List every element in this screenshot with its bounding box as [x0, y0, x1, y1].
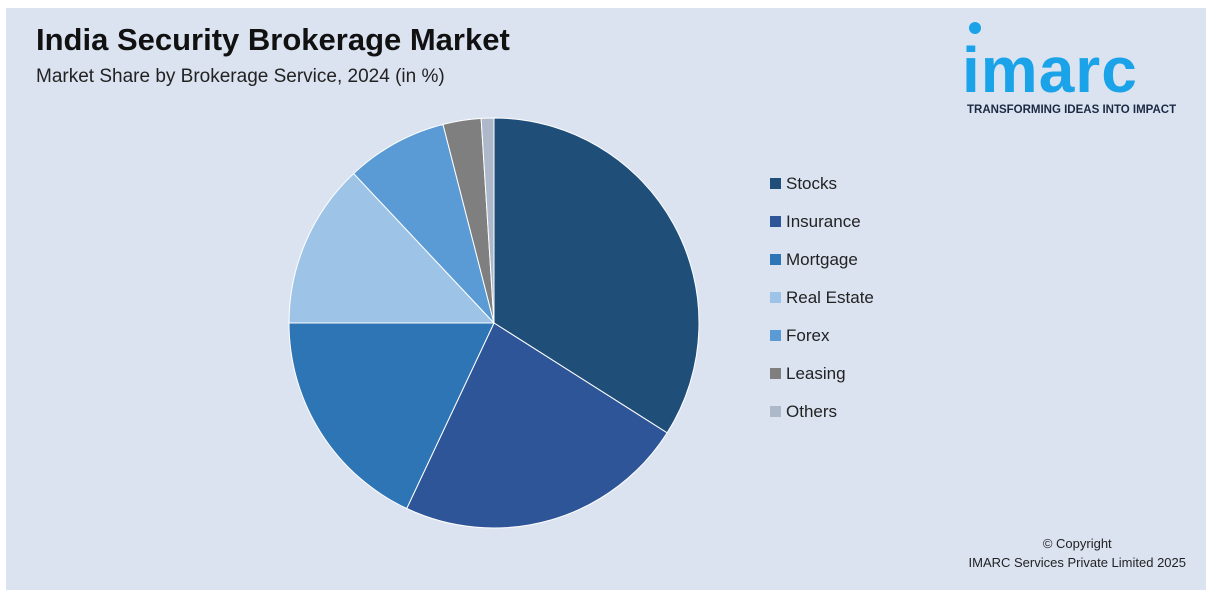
logo-text: imarc	[962, 34, 1138, 106]
pie-slice-forex	[352, 123, 495, 324]
pie-slice-others	[480, 117, 495, 324]
legend-label: Others	[786, 401, 838, 421]
copyright: © Copyright IMARC Services Private Limit…	[969, 534, 1186, 572]
legend-label: Leasing	[786, 363, 846, 383]
legend-item: Leasing	[770, 345, 874, 402]
chart-subtitle: Market Share by Brokerage Service, 2024 …	[36, 66, 445, 87]
chart-title: India Security Brokerage Market	[36, 22, 510, 57]
legend-label: Real Estate	[786, 287, 874, 307]
legend-label: Forex	[786, 325, 830, 345]
copyright-line2: IMARC Services Private Limited 2025	[968, 555, 1186, 570]
legend-label: Insurance	[786, 211, 861, 231]
pie-slice-real-estate	[288, 172, 496, 324]
copyright-line1: © Copyright	[1042, 536, 1112, 551]
pie-slice-insurance	[406, 322, 668, 529]
legend-swatch	[770, 178, 781, 189]
pie-slice-stocks	[493, 117, 700, 434]
legend-item: Mortgage	[770, 231, 874, 288]
legend: Stocks Insurance Mortgage Real Estate Forex L…	[770, 155, 874, 440]
legend-label: Mortgage	[786, 249, 858, 269]
legend-label: Stocks	[786, 173, 838, 193]
pie-slice-mortgage	[288, 322, 495, 510]
legend-swatch	[770, 292, 781, 303]
logo-tagline: TRANSFORMING IDEAS INTO IMPACT	[967, 104, 1177, 116]
legend-item: Stocks	[770, 155, 874, 212]
legend-swatch	[770, 330, 781, 341]
legend-swatch	[770, 406, 781, 417]
imarc-logo: imarc TRANSFORMING IDEAS INTO IMPACT	[962, 20, 1197, 120]
legend-swatch	[770, 368, 781, 379]
legend-item: Others	[770, 383, 874, 440]
legend-item: Real Estate	[770, 269, 874, 326]
legend-swatch	[770, 254, 781, 265]
logo-dot	[969, 22, 981, 34]
legend-item: Insurance	[770, 193, 874, 250]
legend-item: Forex	[770, 307, 874, 364]
legend-swatch	[770, 216, 781, 227]
